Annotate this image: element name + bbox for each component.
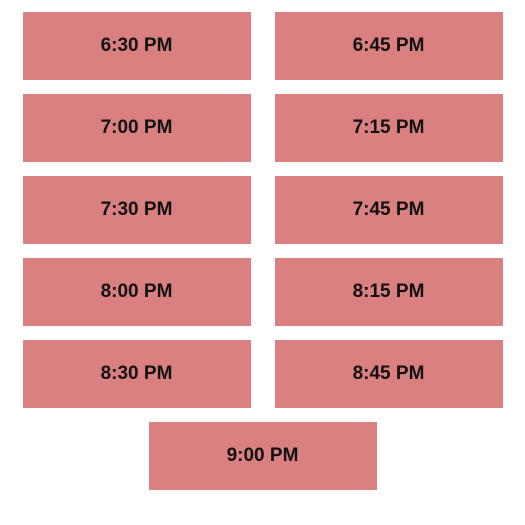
time-slot-label: 8:15 PM: [353, 281, 425, 303]
time-slot-label: 8:45 PM: [353, 363, 425, 385]
time-slots-grid: 6:30 PM 6:45 PM 7:00 PM 7:15 PM 7:30 PM …: [20, 12, 505, 490]
time-slot-label: 7:15 PM: [353, 117, 425, 139]
time-slot-label: 9:00 PM: [227, 445, 299, 467]
time-slot-button[interactable]: 7:45 PM: [275, 176, 503, 244]
time-slot-button[interactable]: 8:15 PM: [275, 258, 503, 326]
time-slot-button[interactable]: 9:00 PM: [149, 422, 377, 490]
time-slot-label: 7:00 PM: [101, 117, 173, 139]
time-slot-button[interactable]: 6:45 PM: [275, 12, 503, 80]
time-slot-button[interactable]: 7:30 PM: [23, 176, 251, 244]
time-slot-label: 6:30 PM: [101, 35, 173, 57]
time-slot-button[interactable]: 8:00 PM: [23, 258, 251, 326]
time-slot-button[interactable]: 8:30 PM: [23, 340, 251, 408]
time-slot-label: 8:00 PM: [101, 281, 173, 303]
time-slot-label: 7:45 PM: [353, 199, 425, 221]
time-slot-button[interactable]: 6:30 PM: [23, 12, 251, 80]
time-slot-label: 6:45 PM: [353, 35, 425, 57]
time-slot-button[interactable]: 7:15 PM: [275, 94, 503, 162]
time-slot-label: 8:30 PM: [101, 363, 173, 385]
time-slot-label: 7:30 PM: [101, 199, 173, 221]
time-slot-button[interactable]: 8:45 PM: [275, 340, 503, 408]
time-slot-button[interactable]: 7:00 PM: [23, 94, 251, 162]
